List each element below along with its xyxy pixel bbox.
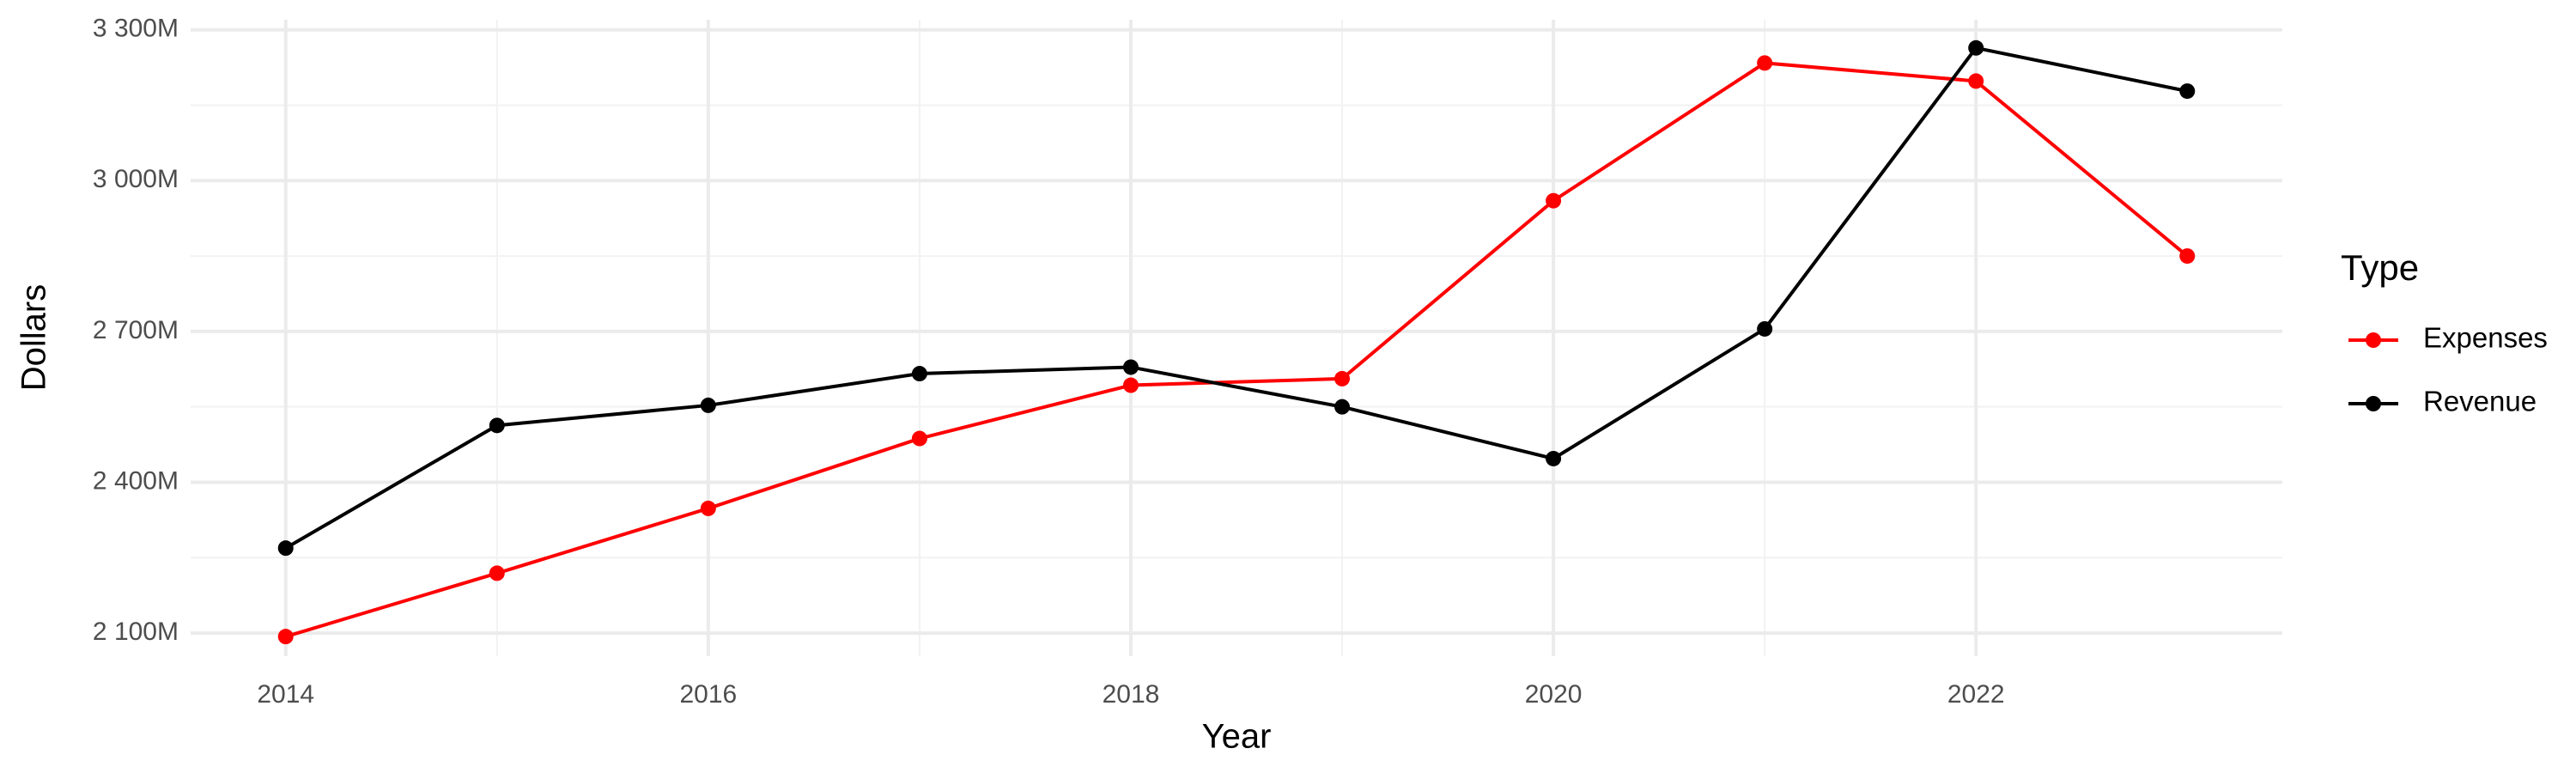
data-point (1334, 370, 1351, 386)
data-point (1757, 55, 1773, 71)
legend-title: Type (2341, 247, 2419, 288)
legend-key-point (2366, 396, 2381, 411)
data-point (1546, 450, 1562, 466)
data-point (1968, 40, 1984, 56)
y-tick-label: 2 400M (93, 466, 179, 495)
data-point (700, 500, 716, 516)
y-tick-label: 3 300M (93, 15, 179, 43)
x-axis-title: Year (1202, 718, 1272, 756)
x-tick-label: 2018 (1103, 680, 1160, 709)
series-line (285, 61, 2189, 639)
data-point (1122, 377, 1139, 393)
data-point (277, 540, 294, 557)
y-tick-label: 3 000M (93, 165, 179, 193)
data-point (489, 565, 505, 581)
data-point (1122, 359, 1139, 375)
data-point (1334, 399, 1351, 415)
legend-key-point (2366, 332, 2381, 348)
x-tick-label: 2022 (1947, 680, 2005, 709)
x-tick-label: 2016 (679, 680, 737, 709)
data-point (489, 417, 505, 434)
legend-label: Expenses (2423, 322, 2548, 354)
y-tick-label: 2 700M (93, 316, 179, 344)
data-point (1968, 73, 1984, 89)
y-tick-label: 2 100M (93, 618, 179, 646)
legend-label: Revenue (2423, 386, 2537, 417)
data-point (277, 629, 294, 645)
data-point (2179, 83, 2196, 100)
data-point (700, 397, 716, 413)
data-point (1546, 192, 1562, 209)
series-line (284, 46, 2188, 550)
x-tick-label: 2020 (1525, 680, 1583, 709)
x-tick-label: 2014 (257, 680, 314, 709)
data-point (2179, 248, 2196, 265)
data-point (911, 366, 927, 382)
data-point (1757, 320, 1773, 337)
y-axis-title: Dollars (15, 284, 53, 391)
data-point (911, 430, 927, 447)
